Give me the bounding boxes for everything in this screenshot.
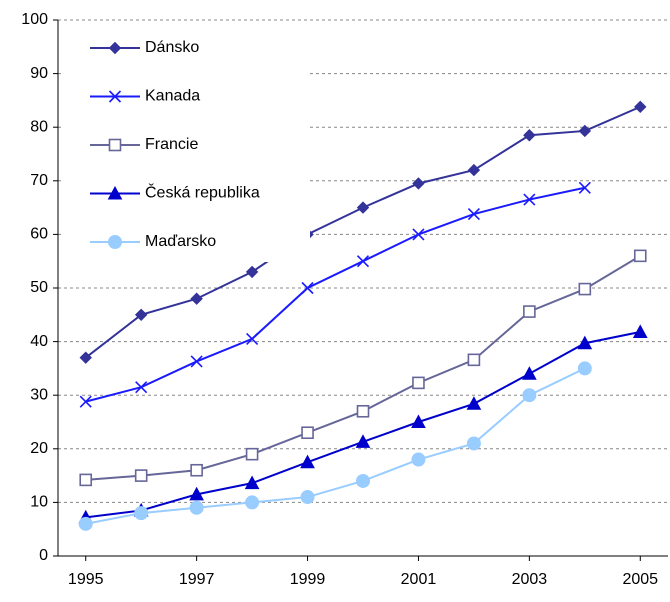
x-tick-label: 1997 xyxy=(179,571,215,588)
y-tick-label: 80 xyxy=(30,118,48,135)
marker xyxy=(412,228,425,241)
marker xyxy=(523,193,536,206)
legend-label: Maďarsko xyxy=(145,233,216,250)
marker xyxy=(79,395,92,408)
marker xyxy=(300,490,315,505)
marker xyxy=(578,124,592,138)
marker xyxy=(356,404,370,418)
marker xyxy=(108,235,122,249)
x-tick-label: 1999 xyxy=(290,571,326,588)
legend-label: Dánsko xyxy=(145,39,199,56)
marker xyxy=(245,447,259,461)
marker xyxy=(578,282,592,296)
legend-label: Francie xyxy=(145,136,198,153)
marker xyxy=(301,426,314,440)
marker xyxy=(412,376,425,390)
marker xyxy=(134,506,149,521)
series-line xyxy=(85,367,586,525)
marker xyxy=(467,163,481,177)
y-tick-label: 100 xyxy=(21,11,48,28)
marker xyxy=(356,201,370,214)
y-tick-label: 50 xyxy=(30,279,48,296)
marker xyxy=(522,366,537,380)
marker xyxy=(632,324,648,338)
legend-label: Kanada xyxy=(145,88,200,105)
y-tick-label: 20 xyxy=(30,440,48,457)
marker xyxy=(189,486,204,501)
marker xyxy=(300,454,315,469)
marker xyxy=(190,463,203,477)
marker xyxy=(356,473,370,488)
marker xyxy=(245,265,259,279)
marker xyxy=(189,500,204,515)
marker xyxy=(108,90,122,103)
marker xyxy=(355,434,371,448)
marker xyxy=(190,292,203,305)
marker xyxy=(577,335,593,350)
marker xyxy=(634,100,647,114)
marker xyxy=(108,41,122,55)
y-tick-label: 10 xyxy=(30,494,48,511)
marker xyxy=(466,396,482,410)
marker xyxy=(522,388,537,403)
y-tick-label: 70 xyxy=(30,172,48,189)
marker xyxy=(577,361,592,376)
y-tick-label: 90 xyxy=(30,65,48,82)
x-tick-label: 2003 xyxy=(512,571,548,588)
marker xyxy=(79,351,92,364)
series-line xyxy=(85,186,586,403)
marker xyxy=(356,255,370,268)
series-line xyxy=(85,330,641,519)
marker xyxy=(134,469,148,482)
y-tick-label: 40 xyxy=(30,333,48,350)
marker xyxy=(466,436,481,451)
x-tick-label: 2001 xyxy=(401,571,437,588)
marker xyxy=(467,207,480,221)
marker xyxy=(107,185,123,200)
marker xyxy=(301,281,314,295)
marker xyxy=(190,355,203,368)
marker xyxy=(244,475,260,490)
marker xyxy=(78,516,93,531)
marker xyxy=(135,381,148,394)
marker xyxy=(523,129,536,142)
marker xyxy=(633,249,647,263)
marker xyxy=(411,414,426,428)
marker xyxy=(578,181,591,194)
marker xyxy=(134,308,148,322)
x-tick-label: 1995 xyxy=(68,571,104,588)
y-tick-label: 60 xyxy=(30,226,48,243)
marker xyxy=(411,452,426,467)
x-tick-label: 2005 xyxy=(622,571,658,588)
y-tick-label: 30 xyxy=(30,386,48,403)
marker xyxy=(108,138,122,152)
legend-label: Česká republika xyxy=(145,183,260,202)
marker xyxy=(245,495,260,510)
marker xyxy=(246,332,259,345)
marker xyxy=(523,305,536,318)
marker xyxy=(79,473,93,487)
y-tick-label: 0 xyxy=(39,547,48,564)
marker xyxy=(467,353,481,367)
marker xyxy=(412,177,425,190)
